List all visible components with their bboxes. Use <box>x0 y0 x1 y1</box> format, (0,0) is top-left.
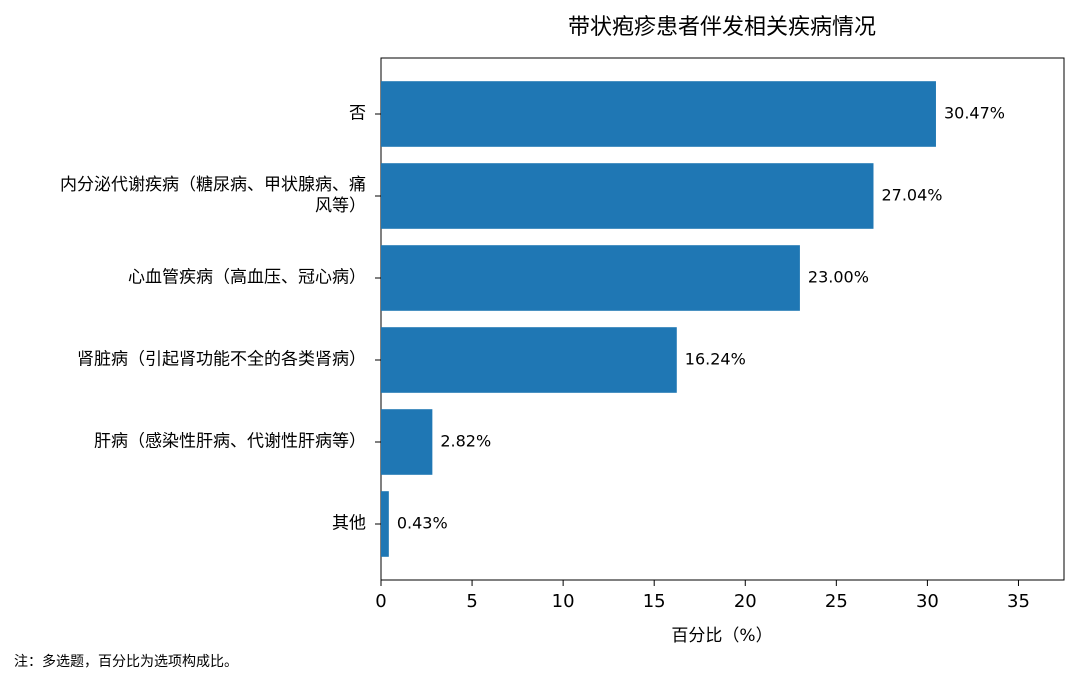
x-tick-label: 25 <box>825 591 848 612</box>
y-tick-label: 心血管疾病（高血压、冠心病） <box>128 267 366 288</box>
value-label: 23.00% <box>808 268 869 287</box>
y-tick-label: 否 <box>349 103 366 124</box>
chart-title: 带状疱疹患者伴发相关疾病情况 <box>568 15 876 40</box>
bar <box>381 163 874 229</box>
value-label: 30.47% <box>944 104 1005 123</box>
x-tick-label: 35 <box>1007 591 1030 612</box>
y-tick-label: 肾脏病（引起肾功能不全的各类肾病） <box>77 349 366 370</box>
y-tick-label: 肝病（感染性肝病、代谢性肝病等） <box>94 431 366 452</box>
x-tick-label: 15 <box>643 591 666 612</box>
bar <box>381 81 936 147</box>
value-label: 2.82% <box>440 432 491 451</box>
value-label: 16.24% <box>685 350 746 369</box>
bar <box>381 245 800 311</box>
footnote: 注：多选题，百分比为选项构成比。 <box>14 653 238 670</box>
x-tick-label: 0 <box>375 591 386 612</box>
bar <box>381 409 433 475</box>
x-tick-label: 5 <box>466 591 477 612</box>
bar <box>381 491 389 557</box>
value-label: 0.43% <box>397 514 448 533</box>
x-tick-label: 10 <box>552 591 575 612</box>
y-tick-label: 内分泌代谢疾病（糖尿病、甲状腺病、痛风等） <box>60 175 366 216</box>
x-tick-label: 20 <box>734 591 757 612</box>
x-axis-label: 百分比（%） <box>671 626 772 646</box>
plot-frame <box>380 57 1065 581</box>
x-tick-label: 30 <box>916 591 939 612</box>
bar <box>381 327 677 393</box>
value-label: 27.04% <box>881 186 942 205</box>
y-tick-label: 其他 <box>332 513 366 534</box>
